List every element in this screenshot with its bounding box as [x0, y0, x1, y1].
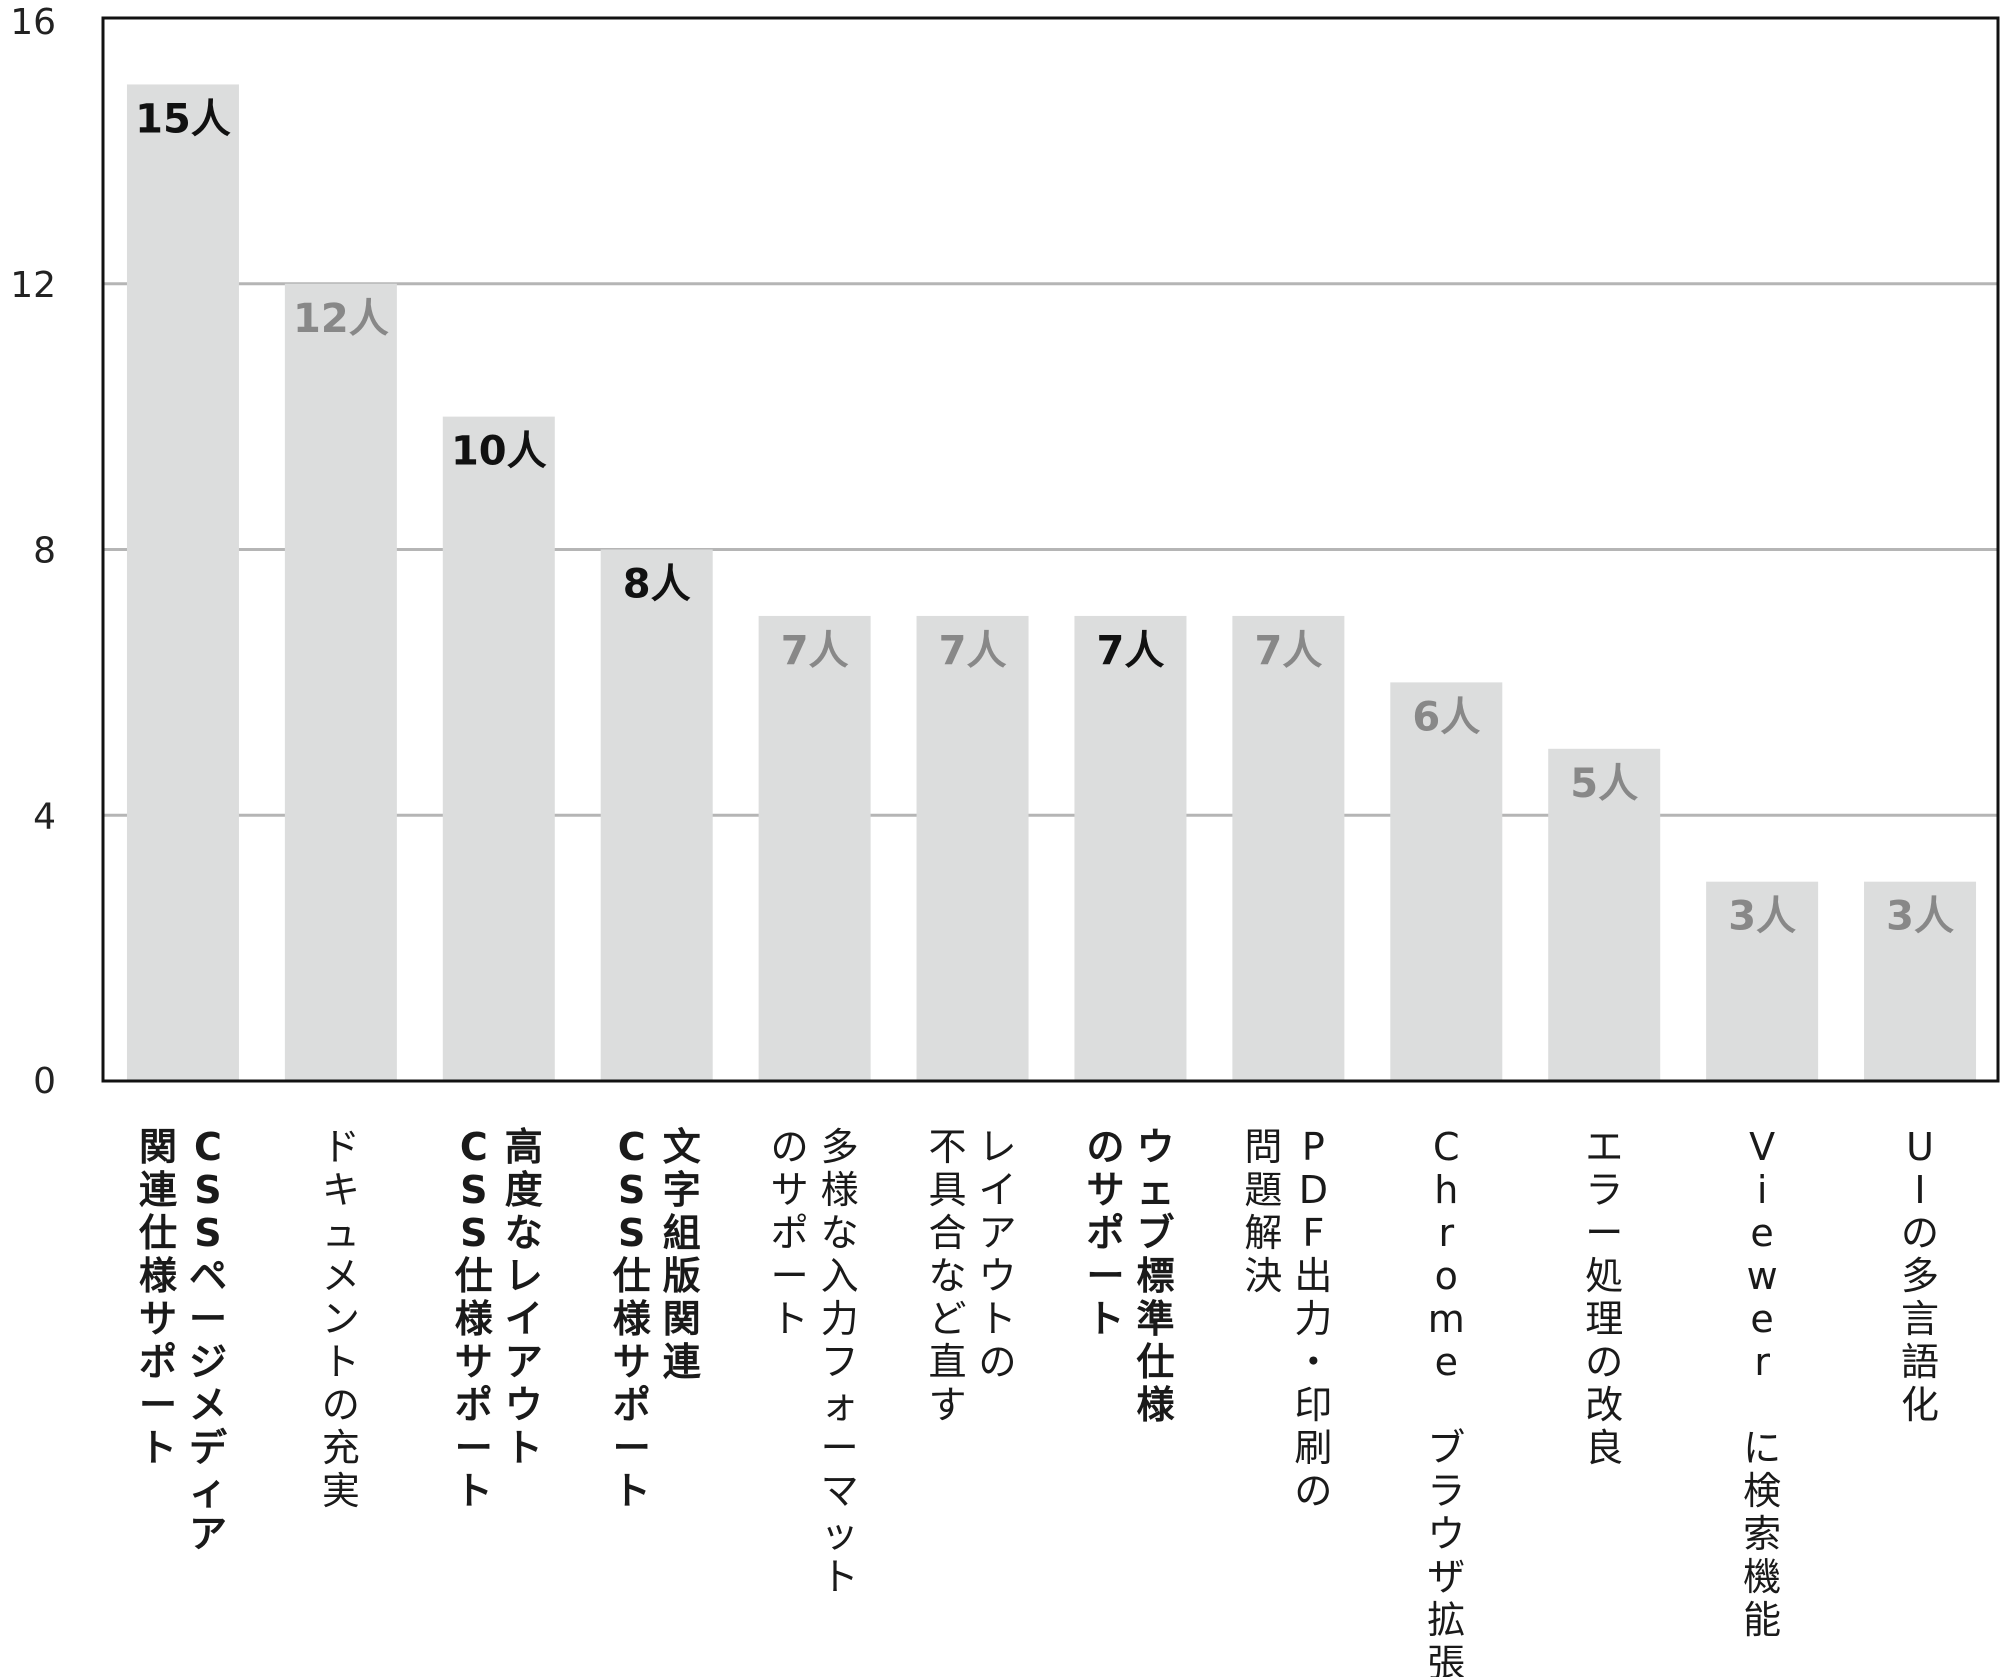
category-label: U I の多言語化 [1901, 1125, 1939, 1427]
value-label: 3人 [1728, 894, 1796, 940]
category-label: ウェブ標準仕様 [1136, 1125, 1175, 1427]
category-label: のサポート [771, 1125, 809, 1341]
category-label: ドキュメントの充実 [322, 1125, 360, 1513]
value-label: 7人 [781, 628, 849, 674]
y-tick-label: 16 [10, 2, 56, 43]
bar [758, 615, 871, 1081]
value-label: 7人 [1097, 628, 1165, 674]
plot-frame [101, 16, 2000, 1083]
bars [126, 84, 1977, 1081]
bar [1706, 881, 1819, 1081]
category-label: 不具合など直す [929, 1125, 967, 1427]
bar [284, 283, 397, 1081]
category-label: C S S 仕様サポート [455, 1125, 494, 1513]
grid-lines [103, 282, 1998, 817]
value-labels: 15人 12人 10人 8人 7人 7人 7人 7人 6人 5人 3人 3人 [135, 96, 1954, 939]
bar [1390, 682, 1503, 1081]
value-label: 7人 [939, 628, 1007, 674]
y-tick-label: 8 [33, 531, 56, 572]
y-tick-label: 0 [33, 1061, 56, 1102]
y-axis-ticks: 0 4 8 12 16 [10, 2, 56, 1102]
y-tick-label: 12 [10, 265, 56, 306]
category-label: 文字組版関連 [663, 1125, 702, 1384]
bar [1232, 615, 1345, 1081]
value-label: 3人 [1886, 894, 1954, 940]
category-label: 関連仕様サポート [139, 1125, 178, 1470]
category-label: 問題解決 [1244, 1125, 1282, 1298]
category-label: エラー処理の改良 [1585, 1125, 1623, 1470]
category-label: C S S 仕様サポート [613, 1125, 652, 1513]
bar [916, 615, 1029, 1081]
value-label: 7人 [1254, 628, 1322, 674]
bar [126, 84, 239, 1081]
value-label: 10人 [451, 429, 547, 475]
category-label: のサポート [1086, 1125, 1124, 1341]
bar [1548, 748, 1661, 1081]
category-label: レイアウトの [979, 1125, 1017, 1384]
value-label: 5人 [1570, 761, 1638, 807]
value-label: 12人 [293, 296, 389, 342]
bar [600, 549, 713, 1081]
value-label: 15人 [135, 96, 231, 142]
bar [1864, 881, 1977, 1081]
bar [1074, 615, 1187, 1081]
category-label: 多様な入力フォーマット [821, 1125, 859, 1599]
category-label: 高度なレイアウト [505, 1125, 543, 1470]
value-label: 6人 [1412, 694, 1480, 740]
category-label: P D F 出力・印刷の [1294, 1125, 1332, 1513]
value-label: 8人 [623, 562, 691, 608]
bar [442, 416, 555, 1081]
y-tick-label: 4 [33, 796, 56, 837]
category-label: C S S ページメディア [189, 1125, 228, 1556]
